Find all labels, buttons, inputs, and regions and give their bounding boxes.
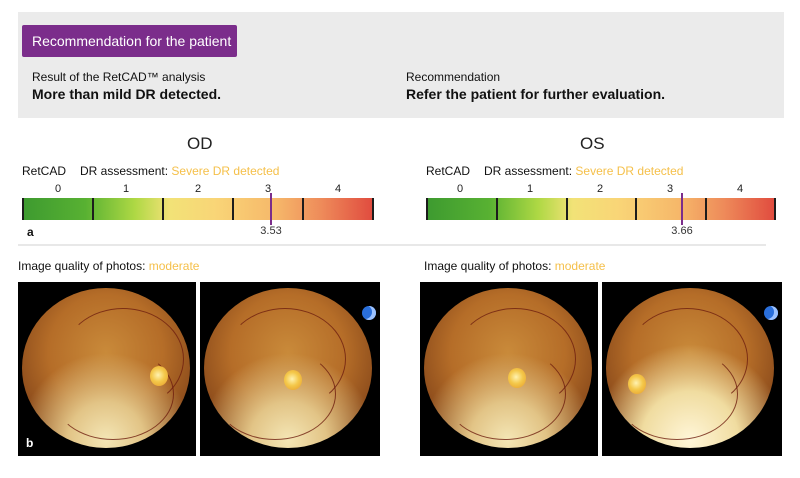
vessel <box>626 308 748 410</box>
os-scale-4: 4 <box>736 183 744 195</box>
od-quality-value: moderate <box>148 259 200 273</box>
os-scale-0: 0 <box>456 183 464 195</box>
od-scale-labels: 0 1 2 3 4 <box>22 183 374 197</box>
os-assessment-label: DR assessment: <box>484 164 573 178</box>
fundus-camera-logo-icon <box>362 306 376 320</box>
vessel <box>224 308 346 410</box>
vessel <box>616 348 738 440</box>
od-scale-1: 1 <box>122 183 130 195</box>
os-heading: OS <box>580 134 605 153</box>
od-quality-label: Image quality of photos: <box>18 259 146 273</box>
vessel <box>62 308 184 410</box>
recommendation-value: Refer the patient for further evaluation… <box>406 86 666 102</box>
os-tick <box>774 198 776 220</box>
os-tick <box>566 198 568 220</box>
od-scale-3: 3 <box>264 183 272 195</box>
recommendation-label: Recommendation <box>406 70 501 84</box>
od-score-value: 3.53 <box>260 225 282 237</box>
od-scale-0: 0 <box>54 183 62 195</box>
fundus-camera-logo-icon <box>764 306 778 320</box>
od-assessment-label: DR assessment: <box>80 164 169 178</box>
od-tick <box>302 198 304 220</box>
optic-disc <box>150 366 168 386</box>
vessel <box>214 348 336 440</box>
os-scale-1: 1 <box>526 183 534 195</box>
os-quality: Image quality of photos: moderate <box>424 259 605 273</box>
os-scale-labels: 0 1 2 3 4 <box>426 183 776 197</box>
retina-image <box>204 288 372 448</box>
od-scale-4: 4 <box>334 183 342 195</box>
os-score-bar <box>426 193 776 225</box>
result-label: Result of the RetCAD™ analysis <box>32 70 206 84</box>
os-score-marker <box>681 193 683 225</box>
od-heading: OD <box>187 134 213 153</box>
os-tick <box>496 198 498 220</box>
retina-image <box>606 288 774 448</box>
os-fundus-photo-2 <box>602 282 782 456</box>
vessel <box>454 308 576 410</box>
optic-disc <box>508 368 526 388</box>
od-tick <box>372 198 374 220</box>
os-quality-value: moderate <box>554 259 606 273</box>
os-scale-3: 3 <box>666 183 674 195</box>
vessel <box>444 348 566 440</box>
optic-disc <box>628 374 646 394</box>
retina-image <box>22 288 190 448</box>
od-fundus-photo-2 <box>200 282 380 456</box>
od-assessment-value: Severe DR detected <box>171 164 280 178</box>
od-score-marker <box>270 193 272 225</box>
os-tick <box>705 198 707 220</box>
recommendation-title: Recommendation for the patient <box>22 25 237 57</box>
os-tick <box>426 198 428 220</box>
od-tick <box>232 198 234 220</box>
os-assessment: RetCAD DR assessment: Severe DR detected <box>426 164 683 178</box>
os-fundus-photo-1 <box>420 282 598 456</box>
retina-image <box>424 288 592 448</box>
section-divider <box>18 244 766 246</box>
os-app-name: RetCAD <box>426 164 471 178</box>
od-score-bar <box>22 193 374 225</box>
od-tick <box>162 198 164 220</box>
optic-disc <box>284 370 302 390</box>
od-fundus-photo-1: b <box>18 282 196 456</box>
od-scale-2: 2 <box>194 183 202 195</box>
os-scale-2: 2 <box>596 183 604 195</box>
panel-tag-b: b <box>26 436 34 450</box>
od-tick <box>22 198 24 220</box>
vessel <box>52 348 174 440</box>
od-assessment: RetCAD DR assessment: Severe DR detected <box>22 164 279 178</box>
od-app-name: RetCAD <box>22 164 67 178</box>
panel-tag-a: a <box>27 225 34 239</box>
os-quality-label: Image quality of photos: <box>424 259 552 273</box>
od-tick <box>92 198 94 220</box>
result-value: More than mild DR detected. <box>32 86 222 102</box>
os-assessment-value: Severe DR detected <box>575 164 684 178</box>
od-quality: Image quality of photos: moderate <box>18 259 199 273</box>
os-score-value: 3.66 <box>671 225 693 237</box>
os-tick <box>635 198 637 220</box>
